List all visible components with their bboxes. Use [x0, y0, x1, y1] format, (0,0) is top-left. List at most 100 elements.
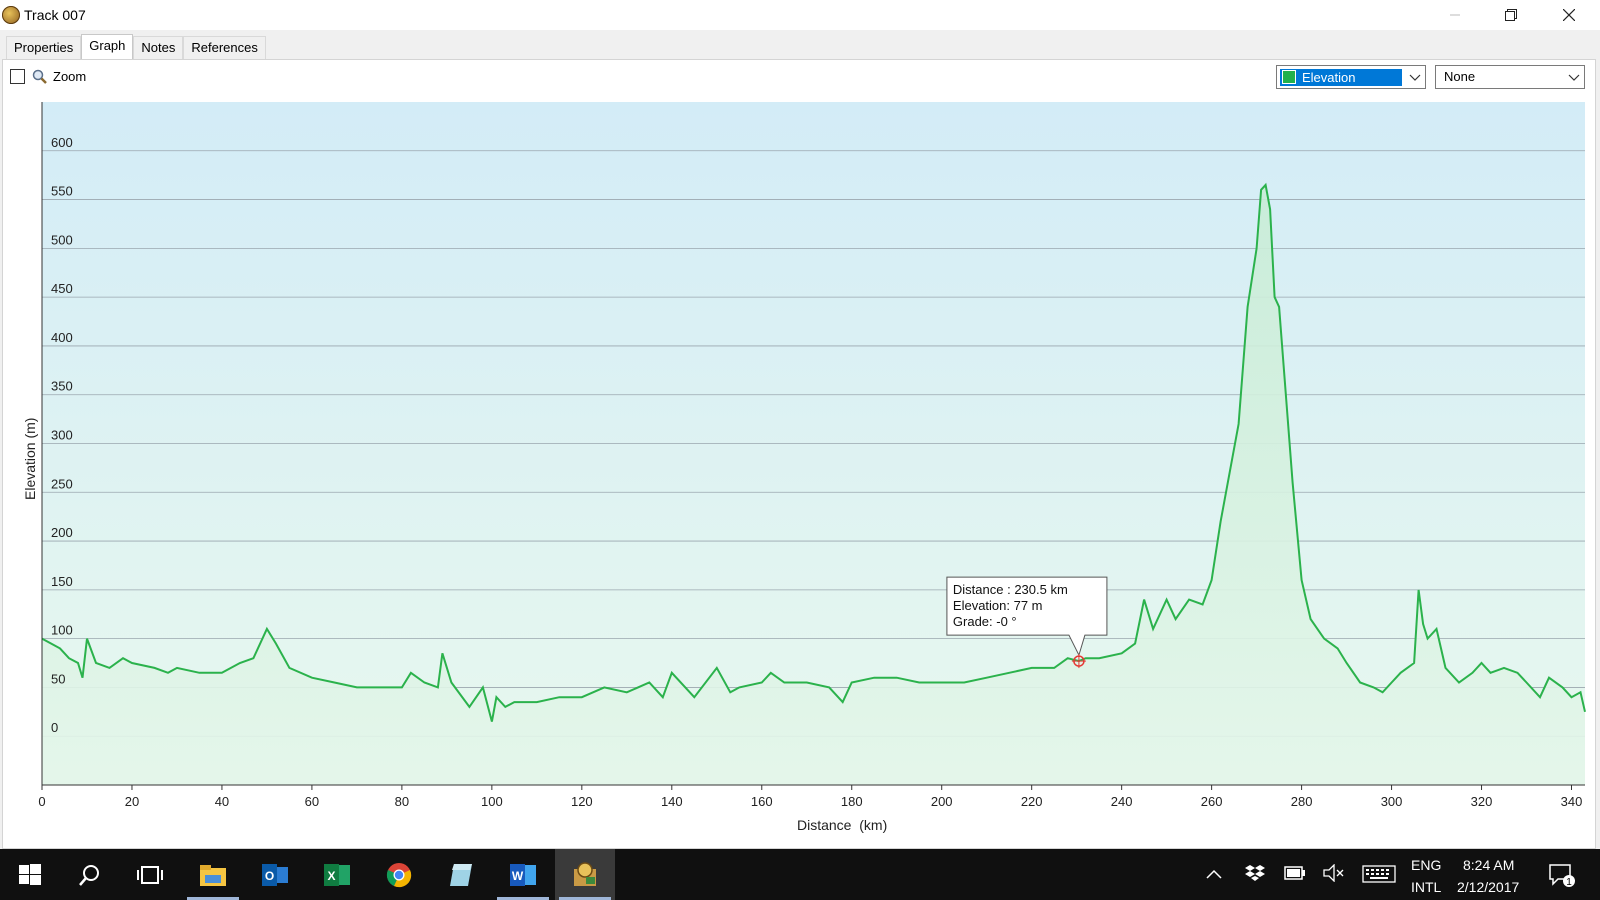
elevation-chart[interactable]: 0 50 100 150 200 250 300 350 400 450 500 550 600 0 20…	[0, 0, 1600, 849]
x-tick-label: 320	[1471, 794, 1493, 809]
notebook-app-icon	[450, 863, 472, 886]
clock-time[interactable]: 8:24 AM	[1463, 857, 1515, 873]
tooltip-box	[946, 576, 1108, 657]
x-tick-label: 260	[1201, 794, 1223, 809]
close-button[interactable]	[1546, 0, 1592, 30]
y-tick-label: 50	[51, 671, 65, 686]
file-explorer-icon	[200, 864, 226, 886]
chrome-button[interactable]	[369, 849, 429, 900]
tab-strip: Properties Graph Notes References	[6, 34, 266, 60]
app-window: Track 007 Properties Graph Notes Referen…	[0, 0, 1600, 849]
tooltip-line: Grade: -0 °	[953, 614, 1017, 629]
x-tick-label: 0	[38, 794, 45, 809]
y-tick-label: 300	[51, 428, 73, 443]
file-explorer-button[interactable]	[183, 849, 243, 900]
x-tick-label: 160	[751, 794, 773, 809]
elevation-line	[41, 182, 1586, 722]
tooltip-line: Distance : 230.5 km	[953, 582, 1068, 597]
volume-muted-icon[interactable]	[1323, 864, 1345, 882]
app-icon	[2, 6, 20, 24]
x-tick-label: 140	[661, 794, 683, 809]
restore-button[interactable]	[1488, 0, 1534, 30]
show-hidden-icons-icon[interactable]	[1206, 868, 1222, 880]
tab-notes[interactable]: Notes	[133, 36, 184, 59]
y-tick-label: 350	[51, 379, 73, 394]
dropbox-icon[interactable]	[1245, 864, 1265, 882]
track-app-button[interactable]	[555, 849, 615, 900]
x-axis-label: Distance (km)	[797, 817, 887, 833]
x-tick-label: 240	[1111, 794, 1133, 809]
minimize-button[interactable]	[1432, 0, 1478, 30]
y-tick-label: 0	[51, 720, 58, 735]
windows-start-icon	[19, 863, 41, 885]
x-tick-label: 280	[1291, 794, 1313, 809]
tab-graph[interactable]: Graph	[81, 34, 134, 60]
x-tick-labels: 0 20 40 60 80 100 120 140 160 180 200 220 240 260 280 3…	[38, 785, 1582, 809]
y-tick-label: 600	[51, 135, 73, 150]
y-tick-label: 500	[51, 232, 73, 247]
y-tick-label: 400	[51, 330, 73, 345]
touch-keyboard-icon[interactable]	[1362, 865, 1396, 883]
x-tick-label: 40	[215, 794, 229, 809]
window-title: Track 007	[24, 7, 86, 23]
running-indicator	[559, 897, 611, 900]
svg-text:X: X	[327, 869, 335, 883]
y-tick-label: 200	[51, 525, 73, 540]
running-indicator	[187, 897, 239, 900]
x-tick-label: 220	[1021, 794, 1043, 809]
notification-count: 1	[1566, 877, 1572, 888]
excel-button[interactable]: X	[307, 849, 367, 900]
x-tick-label: 180	[841, 794, 863, 809]
search-button[interactable]	[60, 849, 120, 900]
restore-icon	[1505, 9, 1517, 21]
tab-properties[interactable]: Properties	[6, 36, 82, 59]
y-tick-labels: 0 50 100 150 200 250 300 350 400 450 500 550 600	[51, 135, 73, 735]
zoom-label: Zoom	[53, 69, 87, 84]
notebook-app-button[interactable]	[431, 849, 491, 900]
zoom-control: Zoom	[10, 69, 86, 84]
secondary-series-select[interactable]: None	[1435, 65, 1585, 89]
language-indicator-top[interactable]: ENG	[1411, 857, 1442, 873]
minimize-icon	[1450, 14, 1460, 16]
zoom-checkbox[interactable]	[10, 69, 25, 84]
y-axis-label: Elevation (m)	[22, 418, 38, 500]
action-center-icon[interactable]: 1	[1548, 862, 1576, 888]
start-button[interactable]	[0, 849, 60, 900]
y-tick-label: 250	[51, 476, 73, 491]
task-view-button[interactable]	[120, 849, 180, 900]
battery-icon[interactable]	[1284, 866, 1306, 880]
chevron-down-icon	[1409, 74, 1421, 81]
word-icon: W	[510, 863, 536, 886]
tab-references[interactable]: References	[183, 36, 266, 59]
title-bar: Track 007	[0, 0, 1600, 30]
secondary-series-label: None	[1444, 69, 1476, 84]
svg-text:W: W	[512, 869, 524, 883]
close-icon	[1563, 9, 1575, 21]
chrome-icon	[386, 862, 412, 887]
excel-icon: X	[324, 863, 350, 886]
language-indicator-bottom[interactable]: INTL	[1411, 879, 1442, 895]
x-tick-label: 300	[1381, 794, 1403, 809]
taskbar: O X W ENG INTL 8:24 AM 2/12/2017 1	[0, 849, 1600, 900]
primary-series-selected: Elevation	[1280, 69, 1402, 86]
elevation-area	[42, 184, 1585, 785]
grid-lines	[42, 150, 1585, 737]
series-color-swatch	[1282, 70, 1296, 84]
x-tick-label: 340	[1561, 794, 1583, 809]
x-tick-label: 20	[125, 794, 139, 809]
y-tick-label: 100	[51, 623, 73, 638]
magnifier-icon	[32, 69, 47, 84]
x-tick-label: 120	[571, 794, 593, 809]
clock-date[interactable]: 2/12/2017	[1457, 879, 1520, 895]
y-tick-label: 550	[51, 184, 73, 199]
x-tick-label: 200	[931, 794, 953, 809]
primary-series-select[interactable]: Elevation	[1276, 65, 1426, 89]
outlook-button[interactable]: O	[245, 849, 305, 900]
x-tick-label: 80	[395, 794, 409, 809]
word-button[interactable]: W	[493, 849, 553, 900]
search-icon	[79, 864, 99, 886]
outlook-icon: O	[262, 863, 288, 886]
x-tick-label: 60	[305, 794, 319, 809]
y-tick-label: 150	[51, 574, 73, 589]
